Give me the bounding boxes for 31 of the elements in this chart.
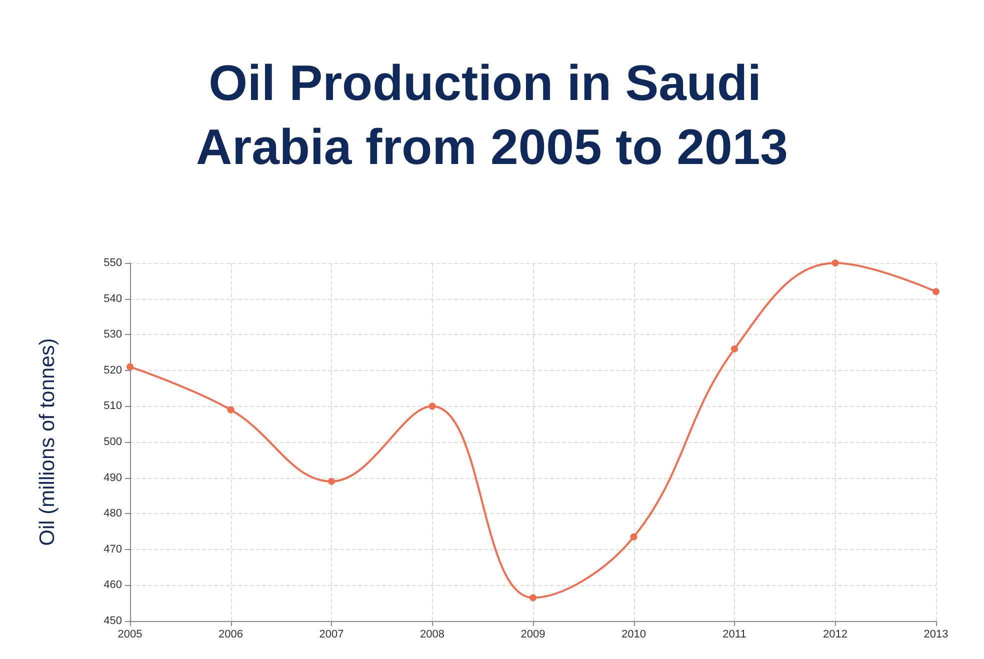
- x-tick-label: 2007: [319, 628, 344, 640]
- point: [126, 363, 134, 370]
- point: [227, 406, 234, 414]
- y-tick-label: 450: [104, 615, 122, 627]
- y-tick-label: 510: [104, 400, 122, 412]
- point: [731, 345, 738, 352]
- point: [832, 260, 839, 266]
- y-axis-title: Oil (millions of tonnes): [36, 338, 59, 546]
- x-tick-label: 2006: [218, 628, 243, 640]
- y-tick-label: 490: [104, 472, 122, 484]
- point: [630, 533, 638, 540]
- x-tick-label: 2011: [722, 628, 746, 640]
- point: [428, 402, 436, 410]
- y-tick-label: 540: [104, 292, 122, 305]
- y-tick-label: 530: [104, 328, 122, 341]
- x-tick-label: 2005: [118, 628, 142, 640]
- y-tick-label: 550: [104, 257, 122, 269]
- point: [328, 478, 335, 485]
- y-tick-label: 520: [104, 364, 122, 376]
- y-tick-label: 500: [104, 436, 122, 448]
- x-tick-label: 2009: [520, 628, 546, 640]
- chart-title: Oil Production in Saudi Arabia from 2005 to 2013: [196, 55, 788, 175]
- y-tick-label: 460: [104, 579, 122, 592]
- point: [932, 288, 940, 296]
- y-tick-label: 480: [104, 508, 122, 520]
- x-tick-label: 2012: [823, 628, 848, 640]
- x-tick-label: 2013: [924, 628, 948, 640]
- y-tick-label: 470: [104, 543, 122, 556]
- point: [530, 594, 536, 602]
- x-tick-label: 2010: [622, 628, 646, 640]
- x-tick-label: 2008: [420, 628, 444, 640]
